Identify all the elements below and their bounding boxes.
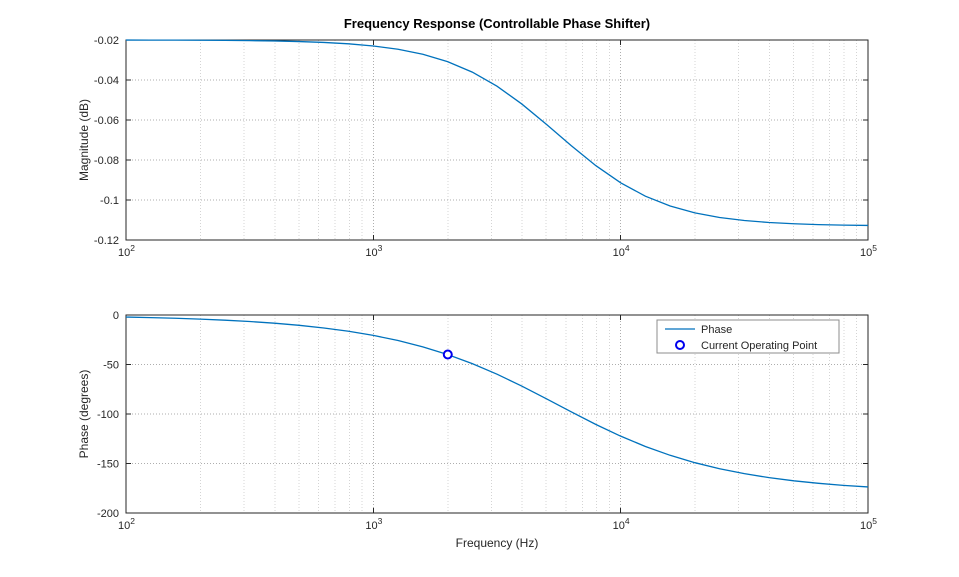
svg-text:-0.06: -0.06 — [94, 115, 119, 127]
operating-point-marker — [442, 349, 453, 360]
legend-label: Current Operating Point — [701, 340, 817, 352]
svg-text:105: 105 — [860, 243, 877, 259]
legend-label: Phase — [701, 324, 732, 336]
svg-text:-0.02: -0.02 — [94, 35, 119, 47]
legend-marker-swatch — [675, 340, 685, 350]
svg-text:-0.12: -0.12 — [94, 235, 119, 247]
magnitude-curve — [125, 39, 869, 227]
svg-text:102: 102 — [118, 516, 135, 532]
svg-text:-0.08: -0.08 — [94, 155, 119, 167]
svg-text:-50: -50 — [103, 360, 119, 372]
magnitude-ytick-labels: -0.12 -0.1 -0.08 -0.06 -0.04 -0.02 — [94, 35, 119, 247]
plot-title: Frequency Response (Controllable Phase S… — [343, 16, 651, 31]
phase-curve — [125, 316, 869, 488]
svg-text:105: 105 — [860, 516, 877, 532]
magnitude-axes-box — [125, 39, 869, 241]
phase-major-grid — [126, 315, 868, 513]
svg-text:-0.04: -0.04 — [94, 75, 119, 87]
svg-text:104: 104 — [613, 516, 630, 532]
legend: Phase Current Operating Point — [656, 319, 840, 354]
svg-text:103: 103 — [365, 516, 382, 532]
phase-xtick-labels: 102 103 104 105 — [118, 516, 877, 532]
magnitude-minor-grid — [199, 40, 858, 240]
svg-text:-150: -150 — [97, 459, 119, 471]
svg-text:0: 0 — [113, 310, 119, 322]
svg-text:-200: -200 — [97, 508, 119, 520]
svg-text:102: 102 — [118, 243, 135, 259]
svg-text:104: 104 — [613, 243, 630, 259]
magnitude-major-grid — [126, 40, 868, 240]
svg-text:-0.1: -0.1 — [100, 195, 119, 207]
magnitude-ticks — [125, 39, 869, 241]
svg-text:-100: -100 — [97, 409, 119, 421]
magnitude-xtick-labels: 102 103 104 105 — [118, 243, 877, 259]
phase-ticks — [125, 314, 869, 514]
frequency-axis-label: Frequency (Hz) — [455, 536, 539, 550]
phase-ytick-labels: -200 -150 -100 -50 0 — [97, 310, 119, 520]
phase-plot: -200 -150 -100 -50 0 102 103 104 105 Phase Current… — [97, 310, 877, 532]
svg-text:103: 103 — [365, 243, 382, 259]
phase-minor-grid — [199, 315, 858, 513]
